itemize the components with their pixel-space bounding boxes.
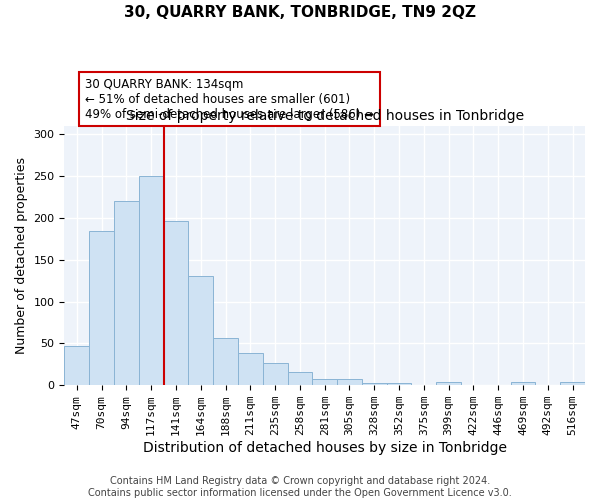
Bar	[188, 276, 213, 385]
Bar	[164, 221, 188, 385]
Bar	[362, 382, 386, 385]
Bar	[287, 372, 313, 385]
Text: Contains HM Land Registry data © Crown copyright and database right 2024.
Contai: Contains HM Land Registry data © Crown c…	[88, 476, 512, 498]
Y-axis label: Number of detached properties: Number of detached properties	[15, 157, 28, 354]
Bar	[114, 201, 139, 385]
Text: 30, QUARRY BANK, TONBRIDGE, TN9 2QZ: 30, QUARRY BANK, TONBRIDGE, TN9 2QZ	[124, 5, 476, 20]
Bar	[560, 382, 585, 385]
Bar	[313, 378, 337, 385]
Title: Size of property relative to detached houses in Tonbridge: Size of property relative to detached ho…	[125, 109, 524, 123]
Bar	[337, 378, 362, 385]
Text: 30 QUARRY BANK: 134sqm
← 51% of detached houses are smaller (601)
49% of semi-de: 30 QUARRY BANK: 134sqm ← 51% of detached…	[85, 78, 374, 120]
Bar	[89, 231, 114, 385]
Bar	[511, 382, 535, 385]
Bar	[436, 382, 461, 385]
X-axis label: Distribution of detached houses by size in Tonbridge: Distribution of detached houses by size …	[143, 441, 507, 455]
Bar	[213, 338, 238, 385]
Bar	[386, 382, 412, 385]
Bar	[139, 176, 164, 385]
Bar	[263, 362, 287, 385]
Bar	[64, 346, 89, 385]
Bar	[238, 354, 263, 385]
